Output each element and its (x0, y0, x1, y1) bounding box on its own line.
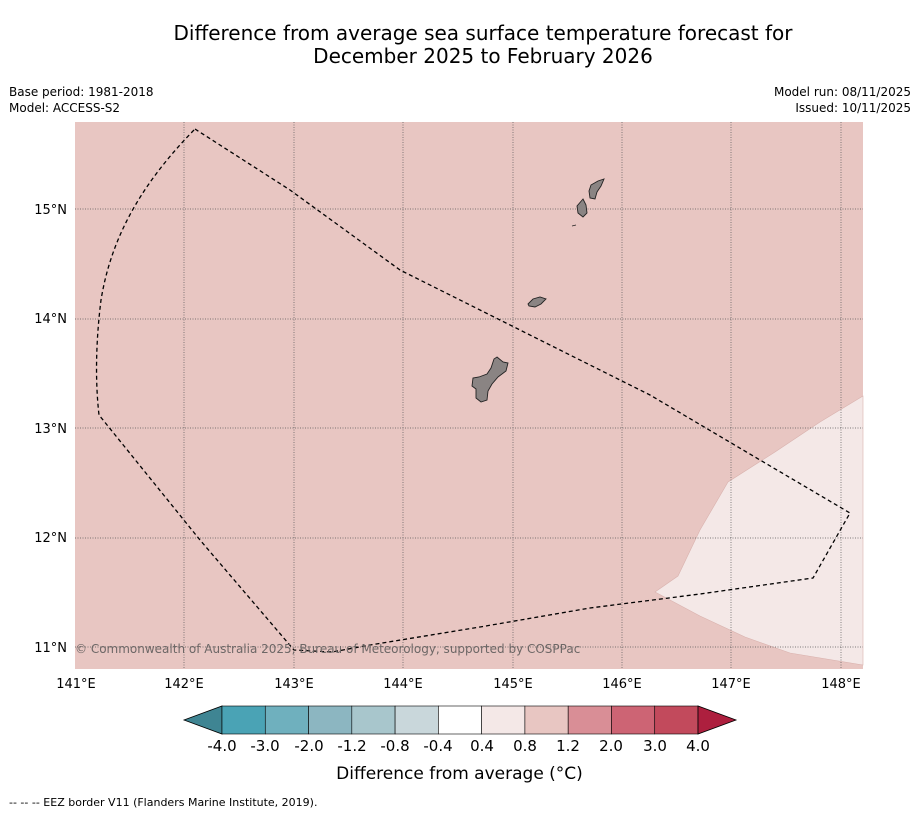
colorbar-tick: 4.0 (686, 737, 710, 755)
lon-label: 141°E (56, 677, 96, 692)
island-tinian (576, 198, 588, 218)
colorbar-tick: 3.0 (643, 737, 667, 755)
island-guam (471, 356, 509, 403)
colorbar-tick: -0.4 (423, 737, 452, 755)
lon-label: 147°E (711, 677, 751, 692)
lat-label: 11°N (34, 641, 67, 656)
colorbar-segment (221, 705, 266, 735)
colorbar-tick: 0.8 (513, 737, 537, 755)
title-line-2: December 2025 to February 2026 (313, 44, 653, 68)
model-info: Base period: 1981-2018 Model: ACCESS-S2 (9, 84, 154, 116)
colorbar-segment (524, 705, 569, 735)
colorbar-tick: -4.0 (207, 737, 236, 755)
colorbar-segment (264, 705, 309, 735)
anomaly-region-slight (654, 395, 864, 666)
colorbar-ticks: -4.0 -3.0 -2.0 -1.2 -0.8 -0.4 0.4 0.8 1.… (207, 737, 710, 755)
map-title: Difference from average sea surface temp… (0, 22, 919, 68)
colorbar-tick: 1.2 (556, 737, 580, 755)
base-period: Base period: 1981-2018 (9, 85, 154, 99)
lat-label: 13°N (34, 422, 67, 437)
lon-labels: 141°E 142°E 143°E 144°E 145°E 146°E 147°… (56, 677, 861, 692)
colorbar-segment (611, 705, 656, 735)
lat-label: 12°N (34, 531, 67, 546)
model-run: Model run: 08/11/2025 (773, 85, 911, 99)
island-saipan (588, 178, 605, 200)
colorbar-segment (308, 705, 353, 735)
lon-label: 143°E (274, 677, 314, 692)
copyright-text: © Commonwealth of Australia 2025, Bureau… (75, 642, 580, 656)
colorbar-tick: -2.0 (294, 737, 323, 755)
colorbar (182, 705, 738, 735)
colorbar-segment (567, 705, 612, 735)
colorbar-segment (654, 705, 699, 735)
islands (471, 178, 605, 403)
lon-label: 142°E (164, 677, 204, 692)
lat-labels: 15°N 14°N 13°N 12°N 11°N (34, 203, 67, 656)
colorbar-tick: 2.0 (599, 737, 623, 755)
issued-date: Issued: 10/11/2025 (795, 101, 911, 115)
eez-border (95, 128, 851, 653)
colorbar-segment (394, 705, 439, 735)
lon-label: 146°E (602, 677, 642, 692)
colorbar-tick: -1.2 (337, 737, 366, 755)
colorbar-tick: -3.0 (250, 737, 279, 755)
eez-legend-note: -- -- -- EEZ border V11 (Flanders Marine… (9, 796, 318, 809)
colorbar-segment (438, 705, 482, 735)
gridlines (75, 122, 863, 669)
colorbar-tick: -0.8 (380, 737, 409, 755)
lon-label: 148°E (821, 677, 861, 692)
colorbar-extend-high (697, 705, 738, 735)
lon-label: 144°E (383, 677, 423, 692)
lon-label: 145°E (493, 677, 533, 692)
colorbar-tick: 0.4 (470, 737, 494, 755)
colorbar-segment (351, 705, 396, 735)
colorbar-segment (481, 705, 526, 735)
run-info: Model run: 08/11/2025 Issued: 10/11/2025 (774, 84, 911, 116)
lat-label: 14°N (34, 312, 67, 327)
colorbar-title: Difference from average (°C) (336, 764, 583, 784)
island-aguijan (571, 224, 577, 227)
colorbar-extend-low (182, 705, 223, 735)
model-name: Model: ACCESS-S2 (9, 101, 121, 115)
island-rota (527, 296, 547, 308)
lat-label: 15°N (34, 203, 67, 218)
title-line-1: Difference from average sea surface temp… (173, 21, 793, 45)
